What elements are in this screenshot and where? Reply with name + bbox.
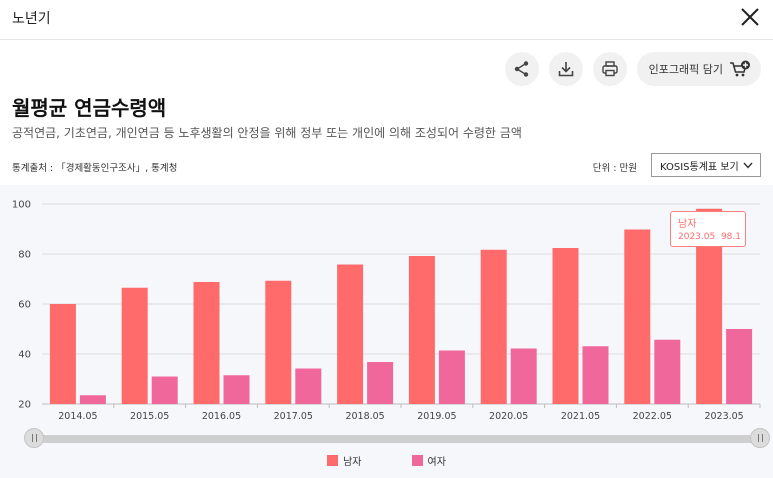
cart-plus-icon bbox=[730, 60, 750, 77]
bar-female bbox=[654, 339, 681, 404]
print-button[interactable] bbox=[592, 52, 627, 86]
kosis-table-button[interactable]: KOSIS통계표 보기 bbox=[651, 153, 761, 177]
y-tick-label: 100 bbox=[12, 200, 31, 211]
y-tick-label: 60 bbox=[18, 300, 31, 311]
download-icon bbox=[558, 62, 573, 77]
bar-female bbox=[367, 362, 394, 404]
range-slider-left-handle[interactable] bbox=[24, 428, 44, 448]
x-tick-label: 2020.05 bbox=[489, 411, 528, 422]
x-tick-label: 2015.05 bbox=[130, 411, 169, 422]
x-tick-label: 2017.05 bbox=[274, 411, 313, 422]
legend-label-female: 여자 bbox=[427, 457, 446, 468]
x-tick-label: 2021.05 bbox=[561, 411, 600, 422]
x-tick-label: 2022.05 bbox=[633, 411, 672, 422]
x-tick-label: 2019.05 bbox=[417, 411, 456, 422]
bar-male bbox=[337, 264, 364, 404]
tooltip-x: 2023.05 bbox=[678, 232, 716, 242]
kosis-table-label: KOSIS통계표 보기 bbox=[660, 161, 739, 173]
x-tick-label: 2018.05 bbox=[345, 411, 384, 422]
close-icon[interactable] bbox=[739, 6, 761, 28]
page-title: 월평균 연금수령액 bbox=[12, 96, 167, 120]
bar-female bbox=[151, 376, 178, 404]
x-tick-label: 2014.05 bbox=[58, 411, 97, 422]
page-subtitle: 공적연금, 기초연금, 개인연금 등 노후생활의 안정을 위해 정부 또는 개인… bbox=[12, 126, 522, 140]
chart-tooltip: 남자 2023.05 98.1 bbox=[670, 211, 746, 247]
unit-text: 단위 : 만원 bbox=[592, 163, 637, 174]
modal-header: 노년기 bbox=[0, 0, 773, 40]
chart-panel: 20 40 60 80 100 2014.05 2015.05 2016.05 2017.05 2… bbox=[0, 185, 773, 478]
bar-female bbox=[295, 368, 322, 404]
bar-female bbox=[79, 395, 106, 404]
bar-female bbox=[223, 375, 250, 404]
source-text: 통계출처 : 「경제활동인구조사」, 통계청 bbox=[12, 163, 178, 174]
y-tick-label: 20 bbox=[18, 400, 31, 411]
tooltip-series: 남자 bbox=[678, 219, 697, 230]
add-infographic-label: 인포그래픽 담기 bbox=[648, 63, 723, 76]
y-tick-label: 40 bbox=[18, 350, 31, 361]
bar-male bbox=[193, 282, 220, 404]
add-infographic-button[interactable]: 인포그래픽 담기 bbox=[636, 52, 761, 86]
range-slider-track[interactable] bbox=[34, 435, 760, 443]
download-button[interactable] bbox=[548, 52, 583, 86]
share-icon bbox=[514, 61, 528, 77]
bar-female bbox=[582, 346, 609, 404]
bar-male bbox=[552, 248, 579, 404]
modal-title: 노년기 bbox=[12, 11, 51, 27]
bar-chart: 20 40 60 80 100 2014.05 2015.05 2016.05 2017.05 2… bbox=[12, 200, 761, 422]
bar-male bbox=[480, 249, 507, 404]
legend-item-female[interactable]: 여자 bbox=[411, 453, 446, 468]
bar-female bbox=[726, 329, 753, 404]
chevron-down-icon bbox=[743, 162, 753, 169]
bar-male bbox=[121, 287, 148, 404]
tooltip-value: 98.1 bbox=[720, 232, 741, 242]
print-icon bbox=[601, 61, 618, 77]
legend-label-male: 남자 bbox=[343, 457, 362, 468]
x-tick-label: 2023.05 bbox=[704, 411, 743, 422]
range-slider-right-handle[interactable] bbox=[750, 428, 770, 448]
grip-icon bbox=[31, 434, 37, 442]
bar-male bbox=[265, 280, 292, 404]
action-toolbar: 인포그래픽 담기 bbox=[504, 52, 761, 86]
legend-swatch-female bbox=[411, 455, 423, 466]
x-tick-label: 2016.05 bbox=[202, 411, 241, 422]
bar-male bbox=[408, 256, 435, 404]
grip-icon bbox=[757, 434, 763, 442]
y-tick-label: 80 bbox=[18, 250, 31, 261]
chart-legend: 남자 여자 bbox=[0, 453, 773, 468]
legend-swatch-male bbox=[327, 455, 339, 466]
bar-female bbox=[438, 350, 465, 404]
share-button[interactable] bbox=[504, 52, 539, 86]
bar-female bbox=[510, 348, 537, 404]
bar-male bbox=[624, 229, 651, 404]
legend-item-male[interactable]: 남자 bbox=[327, 453, 362, 468]
bar-male bbox=[49, 304, 76, 404]
